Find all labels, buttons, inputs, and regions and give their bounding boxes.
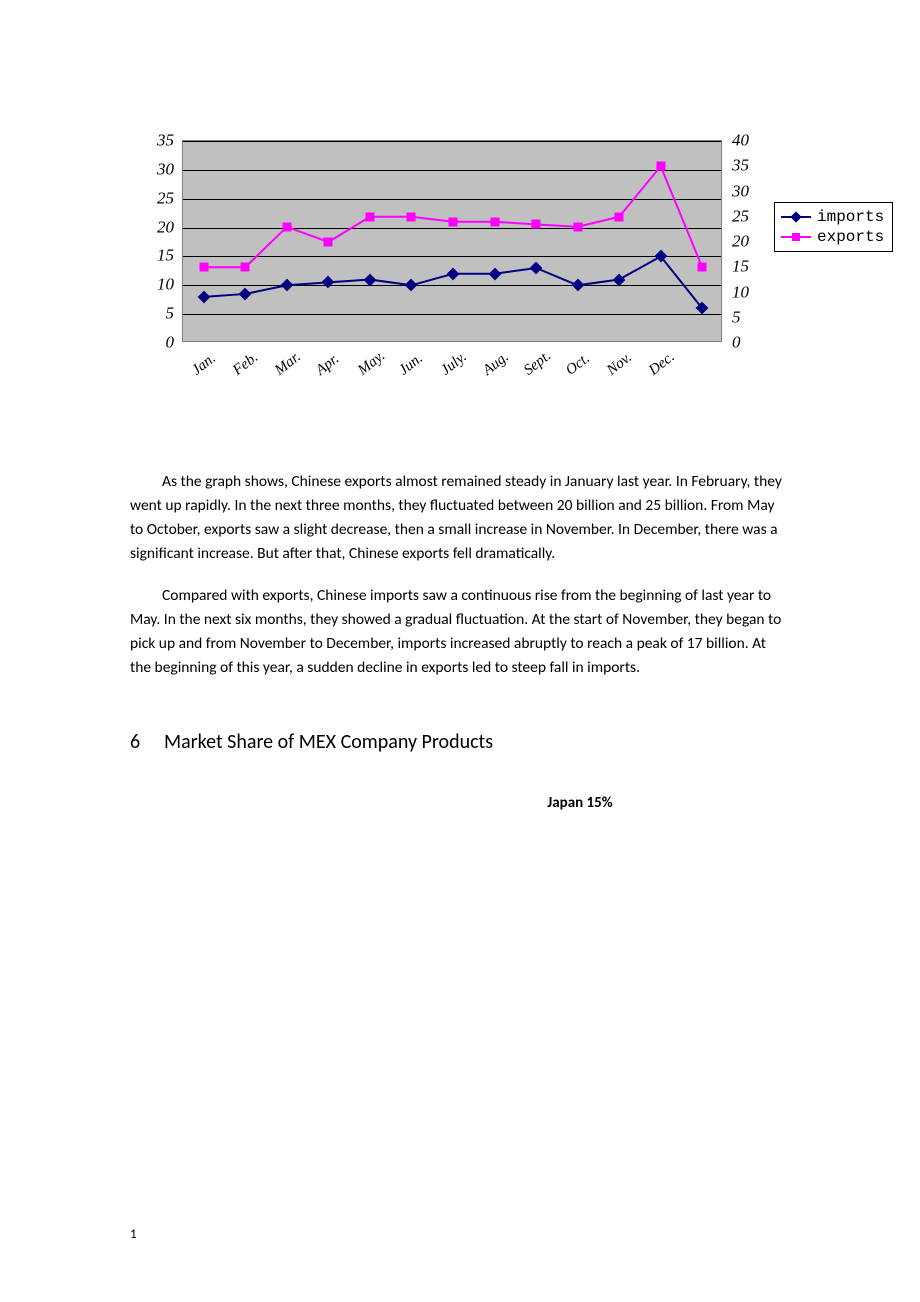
square-marker xyxy=(573,222,582,231)
y-right-tick: 25 xyxy=(732,207,749,224)
x-tick: May. xyxy=(355,348,389,380)
x-tick: Sept. xyxy=(521,348,555,380)
y-right-tick: 15 xyxy=(732,258,749,275)
square-marker xyxy=(532,220,541,229)
square-marker xyxy=(407,212,416,221)
x-tick: Dec. xyxy=(646,349,678,380)
y-left-tick: 20 xyxy=(157,218,174,235)
x-tick: Mar. xyxy=(272,349,304,380)
y-axis-right: 0510152025303540 xyxy=(728,140,766,342)
y-left-tick: 15 xyxy=(157,247,174,264)
series-lines xyxy=(183,141,723,343)
square-marker xyxy=(490,217,499,226)
x-tick: Oct. xyxy=(563,350,593,379)
y-left-tick: 35 xyxy=(157,132,174,149)
y-left-tick: 10 xyxy=(157,276,174,293)
square-marker xyxy=(199,263,208,272)
y-right-tick: 30 xyxy=(732,182,749,199)
chart-legend: imports exports xyxy=(774,202,893,252)
section-heading: 6Market Share of MEX Company Products xyxy=(130,730,790,754)
legend-label-exports: exports xyxy=(817,228,884,246)
plot-area xyxy=(182,140,722,342)
japan-label: Japan 15% xyxy=(370,794,790,812)
paragraph-1: As the graph shows, Chinese exports almo… xyxy=(130,470,790,566)
square-marker xyxy=(615,212,624,221)
x-tick: Apr. xyxy=(313,351,343,380)
y-right-tick: 0 xyxy=(732,334,741,351)
y-right-tick: 20 xyxy=(732,233,749,250)
paragraph-2: Compared with exports, Chinese imports s… xyxy=(130,584,790,680)
y-axis-left: 05101520253035 xyxy=(140,140,178,342)
y-right-tick: 40 xyxy=(732,132,749,149)
y-left-tick: 25 xyxy=(157,189,174,206)
square-marker xyxy=(656,162,665,171)
legend-label-imports: imports xyxy=(817,208,884,226)
square-marker xyxy=(241,263,250,272)
y-left-tick: 30 xyxy=(157,160,174,177)
y-right-tick: 35 xyxy=(732,157,749,174)
square-marker xyxy=(365,212,374,221)
square-marker xyxy=(282,222,291,231)
x-tick: Nov. xyxy=(604,349,636,379)
section-title: Market Share of MEX Company Products xyxy=(164,730,493,754)
x-tick: Jun. xyxy=(396,350,426,379)
x-tick: July. xyxy=(438,349,470,380)
square-marker xyxy=(698,263,707,272)
y-left-tick: 5 xyxy=(166,305,175,322)
legend-item-exports: exports xyxy=(781,227,884,247)
y-left-tick: 0 xyxy=(166,334,175,351)
x-axis: Jan. Feb. Mar. Apr. May.Jun. July. Aug. Sept. Oc… xyxy=(182,348,722,388)
y-right-tick: 5 xyxy=(732,308,741,325)
square-marker xyxy=(324,238,333,247)
imports-exports-chart: 0 5 10 15 20 25 30 35 0 5 10 15 20 25 30 35 40 Jan. Feb.… xyxy=(140,130,900,410)
x-tick: Jan. xyxy=(189,350,219,379)
x-tick: Aug. xyxy=(480,349,512,380)
y-right-tick: 10 xyxy=(732,283,749,300)
legend-item-imports: imports xyxy=(781,207,884,227)
section-number: 6 xyxy=(130,730,164,754)
page-number: 1 xyxy=(130,1227,137,1242)
square-marker xyxy=(449,217,458,226)
x-tick: Feb. xyxy=(230,349,262,379)
